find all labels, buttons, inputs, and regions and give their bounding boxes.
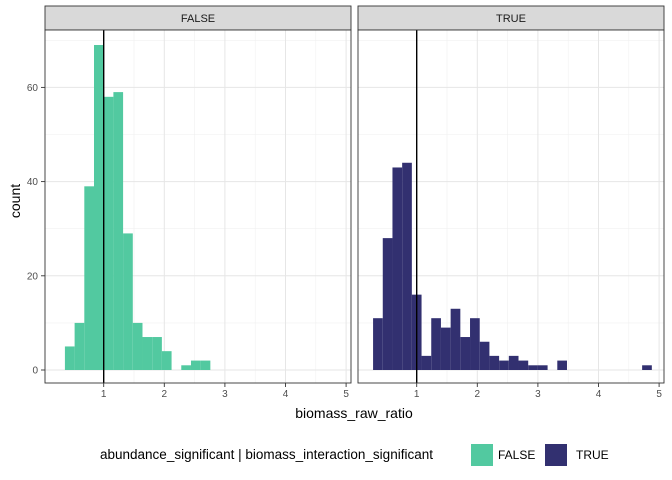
histogram-bar	[470, 318, 480, 370]
x-tick-label: 3	[535, 389, 541, 400]
histogram-bar	[537, 365, 548, 370]
histogram-bar	[392, 167, 403, 370]
histogram-bar	[508, 355, 519, 370]
x-tick-label: 1	[101, 389, 107, 400]
histogram-bar	[132, 322, 143, 370]
panel-border	[44, 29, 352, 384]
histogram-bar	[450, 308, 461, 370]
y-tick-label: 60	[27, 83, 39, 94]
facet-strip-label: FALSE	[181, 13, 215, 25]
histogram-bar	[421, 355, 432, 370]
facet-strip	[357, 5, 665, 31]
histogram-bar	[142, 337, 153, 370]
histogram-bar	[528, 365, 538, 370]
x-axis-title: biomass_raw_ratio	[295, 405, 413, 421]
histogram-bar	[518, 360, 529, 370]
legend-key-true	[545, 444, 567, 466]
legend-entries: FALSE TRUE	[471, 444, 609, 466]
facet-strip-label: TRUE	[496, 13, 526, 25]
facet-strip	[44, 5, 352, 31]
histogram-bar	[489, 355, 500, 370]
x-tick-label: 2	[475, 389, 481, 400]
y-tick-label: 20	[27, 271, 39, 282]
y-axis-title: count	[7, 184, 23, 218]
histogram-bar	[499, 360, 509, 370]
histogram-bar	[200, 360, 211, 370]
x-tick-label: 5	[656, 389, 662, 400]
histogram-bar	[161, 351, 172, 370]
histogram-bar	[64, 346, 75, 370]
histogram-bar	[123, 233, 133, 370]
legend-label-false: FALSE	[498, 448, 535, 462]
histogram-bar	[84, 186, 95, 370]
histogram-bar	[460, 337, 471, 370]
legend-label-true: TRUE	[576, 448, 609, 462]
x-tick-label: 2	[162, 389, 168, 400]
histogram-bar	[190, 360, 201, 370]
x-tick-label: 3	[222, 389, 228, 400]
histogram-bar	[431, 318, 441, 370]
legend-title: abundance_significant | biomass_interact…	[100, 447, 433, 462]
histogram-bar	[557, 360, 567, 370]
facets-layer: FALSE 1 2 3 4 5 0 20 40 60 TRUE 1 2 3 4 5	[27, 5, 665, 400]
histogram-bar	[94, 45, 104, 370]
y-tick-label: 40	[27, 177, 39, 188]
x-tick-label: 4	[596, 389, 602, 400]
histogram-bar	[479, 341, 490, 370]
legend-key-false	[471, 444, 493, 466]
histogram-bar	[402, 162, 412, 370]
histogram-bar	[152, 337, 162, 370]
histogram-bar	[113, 92, 124, 371]
histogram-bar	[74, 322, 85, 370]
histogram-bar	[382, 238, 393, 370]
panel-border	[357, 29, 665, 384]
legend: abundance_significant | biomass_interact…	[100, 444, 609, 466]
histogram-bar	[642, 365, 652, 370]
histogram-bar	[181, 365, 191, 370]
x-tick-label: 4	[283, 389, 289, 400]
x-tick-label: 5	[343, 389, 349, 400]
histogram-bar	[373, 318, 383, 370]
facet-panel-true: TRUE 1 2 3 4 5	[357, 5, 665, 400]
facet-panel-false: FALSE 1 2 3 4 5 0 20 40 60	[27, 5, 352, 400]
histogram-bar	[440, 327, 451, 370]
y-tick-label: 0	[32, 366, 38, 377]
x-tick-label: 1	[414, 389, 420, 400]
histogram-bar	[103, 96, 114, 370]
